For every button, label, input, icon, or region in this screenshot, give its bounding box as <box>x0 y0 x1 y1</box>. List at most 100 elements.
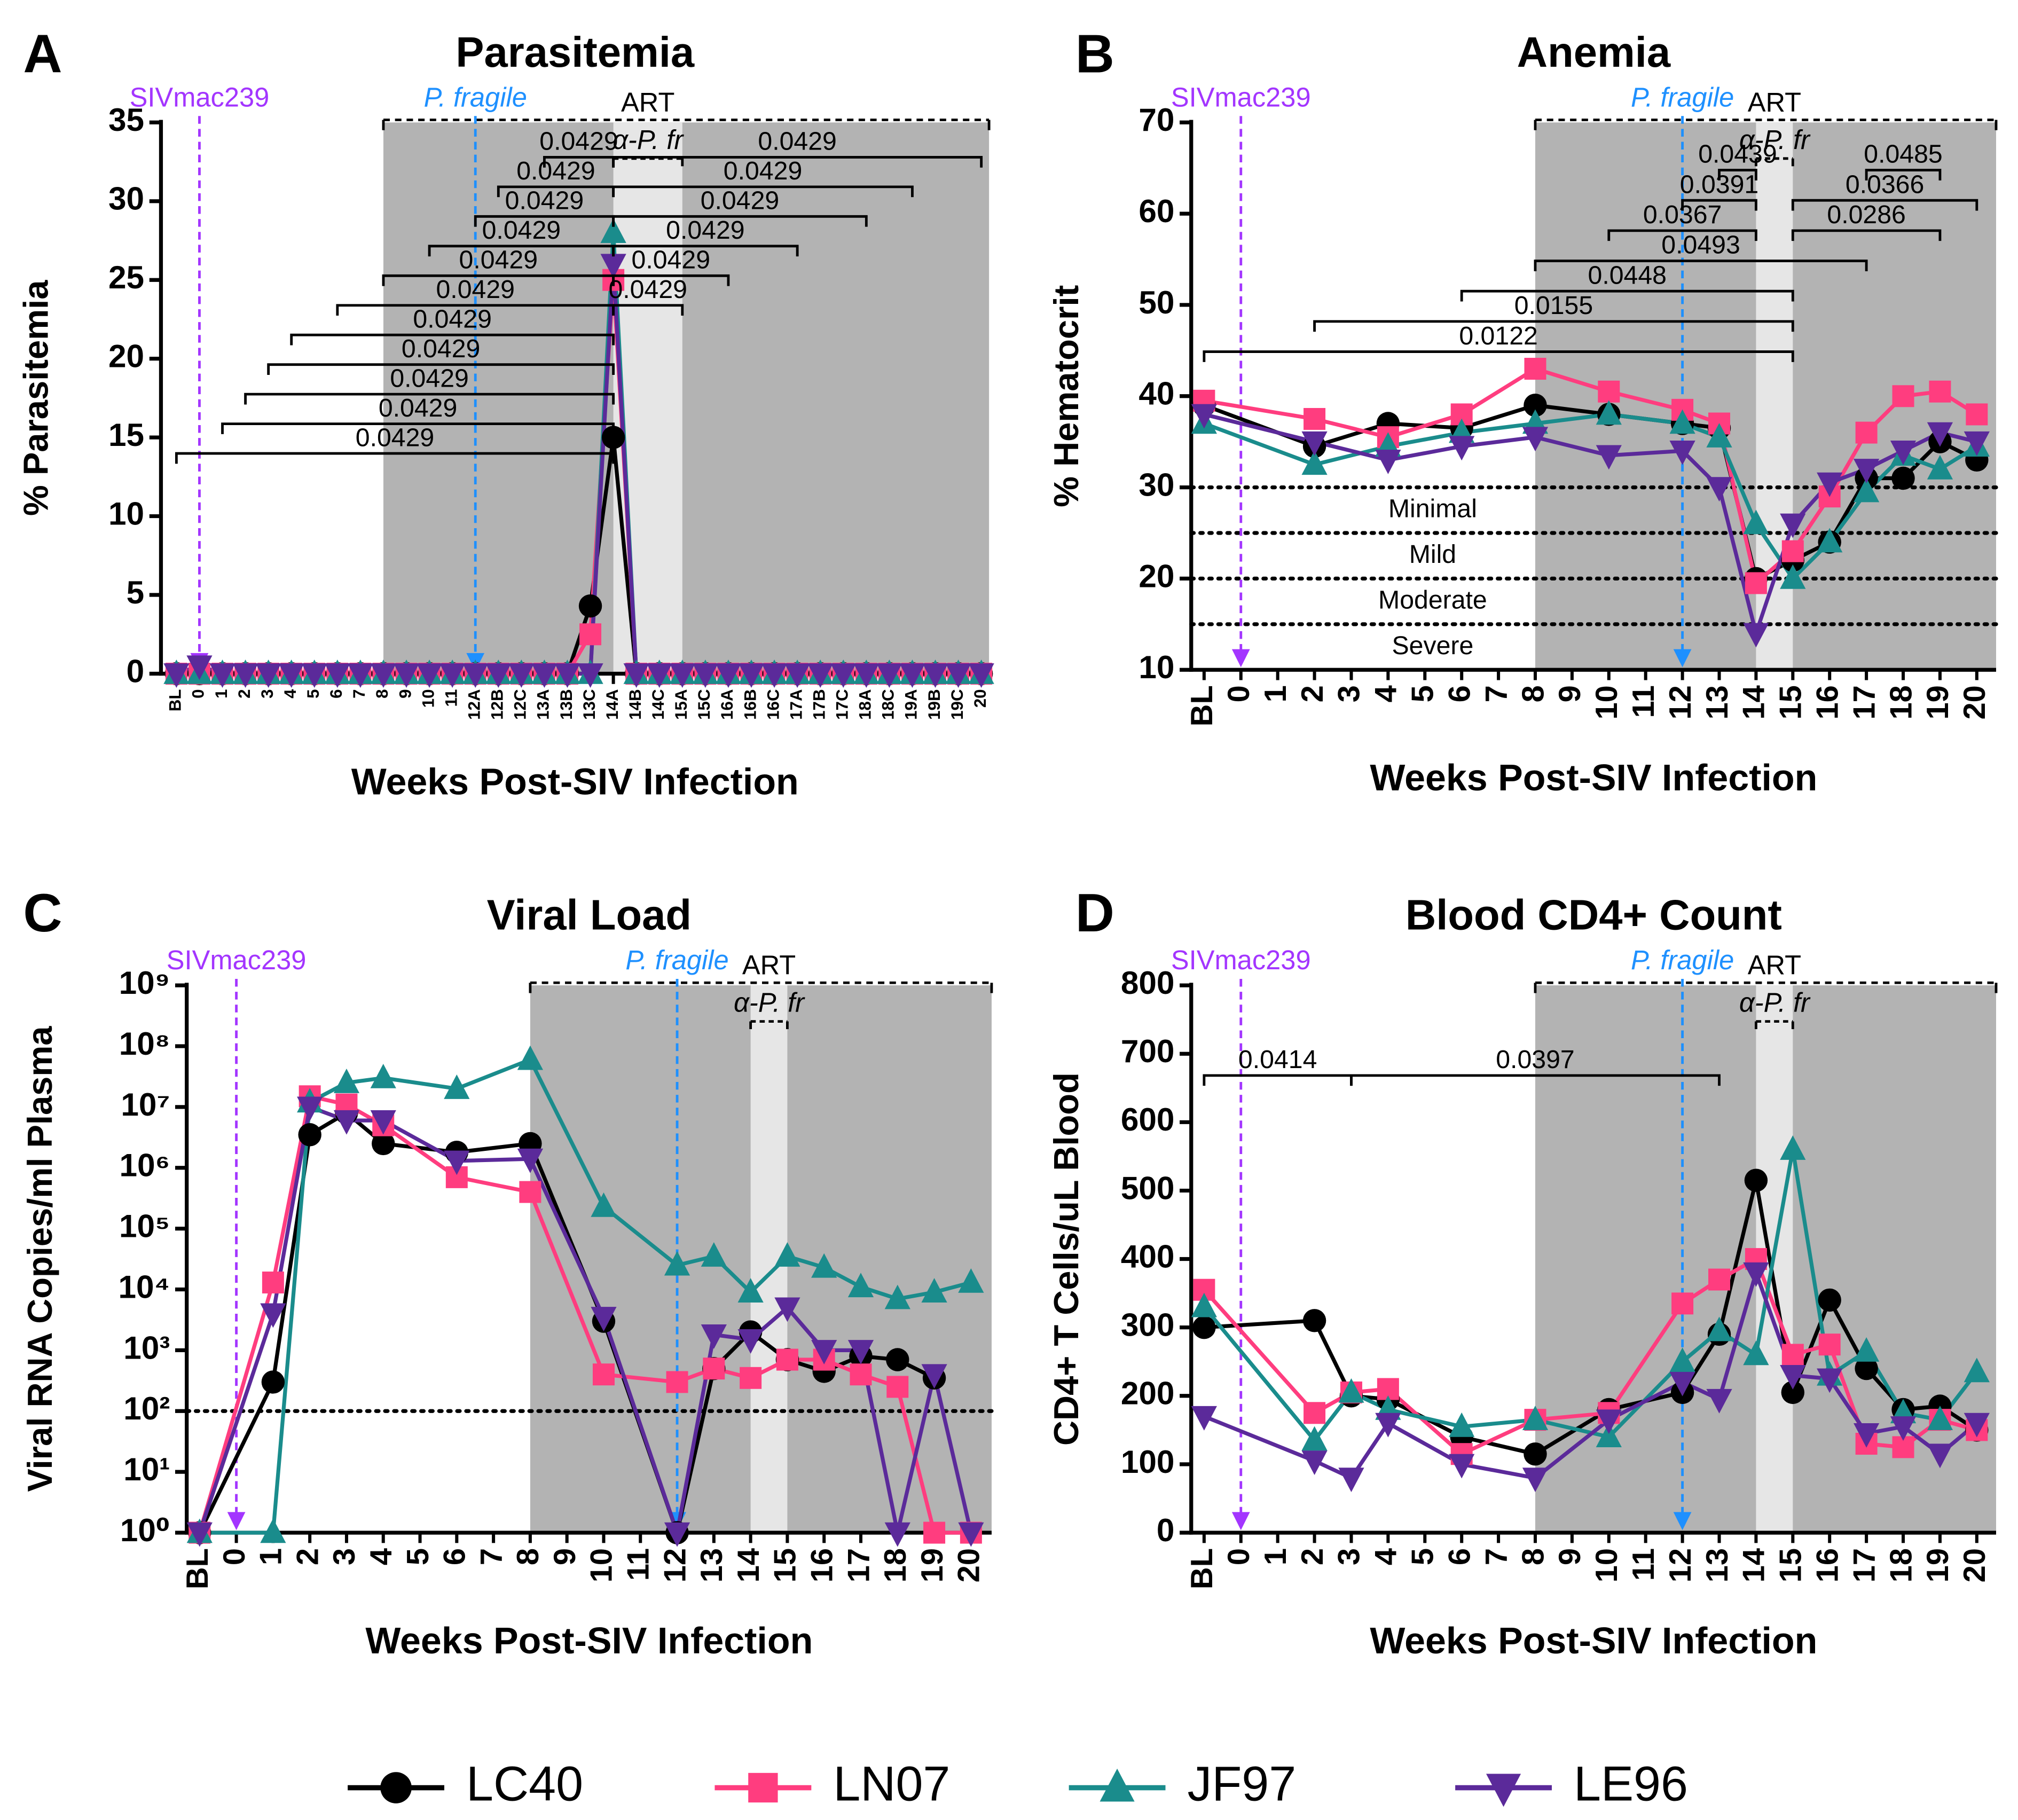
x-tick-label: 7 <box>1479 685 1513 702</box>
significance-bracket <box>221 422 615 434</box>
significance-bracket <box>1718 169 1757 181</box>
marker <box>1854 459 1880 483</box>
marker <box>1598 380 1620 403</box>
x-tick-label: 12A <box>465 689 484 720</box>
x-tick-label: 6 <box>1442 1548 1477 1565</box>
x-tick-label: 20 <box>1958 1548 1992 1582</box>
marker <box>664 1522 690 1547</box>
marker <box>462 663 489 688</box>
x-tick-label: BL <box>166 689 185 711</box>
marker <box>519 1181 541 1203</box>
marker <box>1301 431 1328 456</box>
legend-label: LC40 <box>466 1757 583 1811</box>
x-tick-label: 2 <box>1295 685 1330 702</box>
marker <box>774 1242 800 1267</box>
marker <box>444 1150 470 1175</box>
legend-label: JF97 <box>1188 1757 1297 1811</box>
event-label: P. fragile <box>424 82 527 112</box>
significance-bracket <box>1203 350 1794 362</box>
marker <box>554 663 580 688</box>
art-label: ART <box>621 87 674 117</box>
p-value: 0.0429 <box>724 156 802 185</box>
y-tick-label: 800 <box>1121 964 1175 1001</box>
y-tick-label: 40 <box>1138 375 1174 412</box>
marker <box>485 663 512 688</box>
marker <box>738 663 765 688</box>
marker <box>1596 400 1622 425</box>
legend-marker <box>1100 1768 1135 1802</box>
y-tick-label: 10 <box>1138 649 1174 685</box>
x-tick-label: 3 <box>1332 1548 1367 1565</box>
marker <box>298 1123 321 1147</box>
x-tick-label: 18 <box>1884 685 1918 719</box>
x-tick-label: 11 <box>1627 685 1661 718</box>
marker <box>579 623 602 646</box>
p-value: 0.0122 <box>1459 321 1537 350</box>
panel-letter: B <box>1075 23 1114 84</box>
marker <box>393 663 420 688</box>
marker <box>578 594 602 618</box>
marker <box>372 1132 395 1156</box>
marker <box>262 1272 284 1294</box>
marker <box>1706 1388 1732 1414</box>
x-tick-label: 13B <box>557 689 576 720</box>
p-value: 0.0439 <box>1698 140 1777 169</box>
chart-title: Blood CD4+ Count <box>1405 891 1782 939</box>
x-tick-label: 8 <box>1516 685 1550 702</box>
marker <box>370 1063 396 1088</box>
x-tick-label: 19B <box>925 689 944 720</box>
marker <box>884 1522 910 1547</box>
treatment-label: α-P. fr <box>1739 987 1811 1018</box>
x-tick-label: 12 <box>658 1548 692 1582</box>
marker <box>324 663 350 688</box>
threshold-label: Mild <box>1409 540 1456 569</box>
x-tick-label: 15A <box>672 689 690 720</box>
marker <box>186 1522 213 1547</box>
x-tick-label: 1 <box>254 1548 288 1565</box>
x-tick-label: 17C <box>833 689 852 720</box>
x-tick-label: 3 <box>327 1548 362 1565</box>
x-tick-label: 12 <box>1663 685 1698 719</box>
marker <box>1522 1468 1549 1493</box>
p-value: 0.0429 <box>666 216 744 245</box>
marker <box>1745 572 1767 594</box>
y-tick-label: 10⁶ <box>120 1147 170 1183</box>
chart-title: Parasitemia <box>456 28 695 76</box>
significance-bracket <box>1791 229 1942 241</box>
y-tick-label: 60 <box>1138 193 1174 229</box>
y-axis-label: CD4+ T Cells/uL Blood <box>1047 1072 1086 1446</box>
threshold-label: Moderate <box>1378 586 1487 615</box>
marker <box>1304 1402 1326 1424</box>
x-tick-label: 8 <box>511 1548 545 1565</box>
x-tick-label: 18 <box>1884 1548 1918 1582</box>
event-arrow <box>1673 649 1692 668</box>
marker <box>921 1364 947 1389</box>
x-tick-label: 1 <box>1259 1548 1293 1565</box>
y-tick-label: 0 <box>1157 1512 1175 1548</box>
significance-bracket <box>1865 169 1942 181</box>
shaded-region <box>383 122 990 674</box>
x-tick-label: 10 <box>585 1548 619 1582</box>
marker <box>876 663 902 688</box>
marker <box>186 655 213 680</box>
p-value: 0.0429 <box>539 127 618 156</box>
y-tick-label: 500 <box>1121 1170 1175 1206</box>
y-axis-label: Viral RNA Copies/ml Plasma <box>20 1026 59 1492</box>
y-tick-label: 15 <box>108 417 144 453</box>
marker <box>1927 1406 1953 1430</box>
x-axis-label: Weeks Post-SIV Infection <box>1370 757 1817 798</box>
marker <box>531 663 557 688</box>
marker <box>1964 1413 1990 1438</box>
x-tick-label: 19C <box>948 689 967 720</box>
p-value: 0.0429 <box>379 394 457 422</box>
marker <box>1929 380 1951 403</box>
p-value: 0.0414 <box>1238 1045 1317 1074</box>
marker <box>1596 1423 1622 1447</box>
panel-letter: A <box>23 23 62 84</box>
marker <box>1892 385 1914 407</box>
x-axis-label: Weeks Post-SIV Infection <box>365 1620 813 1661</box>
marker <box>1375 450 1401 474</box>
marker <box>1522 1406 1549 1430</box>
x-tick-label: 14 <box>732 1548 766 1582</box>
marker <box>1669 409 1695 434</box>
